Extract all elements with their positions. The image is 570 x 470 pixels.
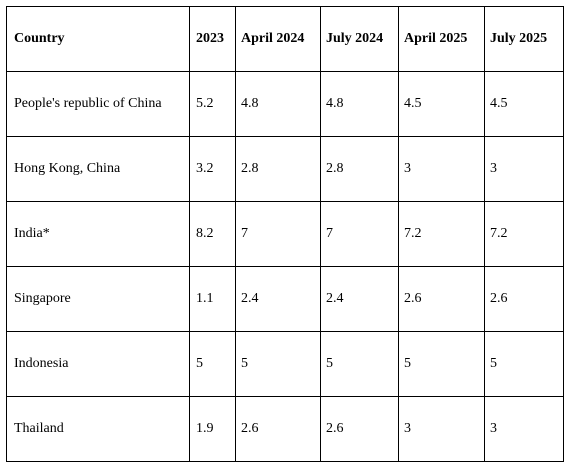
cell-july-2025: 4.5 (484, 71, 564, 137)
cell-2023: 5.2 (189, 71, 236, 137)
cell-july-2025: 2.6 (484, 266, 564, 332)
cell-july-2024: 4.8 (320, 71, 399, 137)
cell-country: India* (6, 201, 190, 267)
cell-april-2024: 4.8 (235, 71, 321, 137)
table-row: Hong Kong, China 3.2 2.8 2.8 3 3 (6, 136, 564, 202)
cell-april-2025: 3 (398, 396, 485, 462)
cell-july-2025: 3 (484, 136, 564, 202)
cell-2023: 5 (189, 331, 236, 397)
cell-april-2024: 5 (235, 331, 321, 397)
cell-july-2025: 3 (484, 396, 564, 462)
cell-july-2024: 2.6 (320, 396, 399, 462)
cell-april-2025: 4.5 (398, 71, 485, 137)
cell-april-2024: 2.6 (235, 396, 321, 462)
table-row: Indonesia 5 5 5 5 5 (6, 331, 564, 397)
cell-country: People's republic of China (6, 71, 190, 137)
cell-2023: 1.9 (189, 396, 236, 462)
table-row: India* 8.2 7 7 7.2 7.2 (6, 201, 564, 267)
header-april-2024: April 2024 (235, 6, 321, 72)
cell-country: Thailand (6, 396, 190, 462)
header-row: Country 2023 April 2024 July 2024 April … (6, 6, 564, 72)
cell-july-2024: 2.4 (320, 266, 399, 332)
cell-july-2024: 7 (320, 201, 399, 267)
cell-april-2024: 2.4 (235, 266, 321, 332)
cell-country: Singapore (6, 266, 190, 332)
table-row: People's republic of China 5.2 4.8 4.8 4… (6, 71, 564, 137)
header-2023: 2023 (189, 6, 236, 72)
cell-2023: 8.2 (189, 201, 236, 267)
header-country: Country (6, 6, 190, 72)
cell-2023: 1.1 (189, 266, 236, 332)
cell-april-2024: 7 (235, 201, 321, 267)
cell-april-2025: 5 (398, 331, 485, 397)
cell-july-2024: 2.8 (320, 136, 399, 202)
table-row: Singapore 1.1 2.4 2.4 2.6 2.6 (6, 266, 564, 332)
cell-april-2025: 7.2 (398, 201, 485, 267)
cell-2023: 3.2 (189, 136, 236, 202)
table-row: Thailand 1.9 2.6 2.6 3 3 (6, 396, 564, 462)
header-april-2025: April 2025 (398, 6, 485, 72)
cell-july-2025: 7.2 (484, 201, 564, 267)
header-july-2024: July 2024 (320, 6, 399, 72)
cell-july-2025: 5 (484, 331, 564, 397)
cell-country: Hong Kong, China (6, 136, 190, 202)
growth-table: Country 2023 April 2024 July 2024 April … (6, 6, 564, 462)
cell-april-2025: 3 (398, 136, 485, 202)
cell-april-2024: 2.8 (235, 136, 321, 202)
cell-july-2024: 5 (320, 331, 399, 397)
cell-april-2025: 2.6 (398, 266, 485, 332)
cell-country: Indonesia (6, 331, 190, 397)
header-july-2025: July 2025 (484, 6, 564, 72)
